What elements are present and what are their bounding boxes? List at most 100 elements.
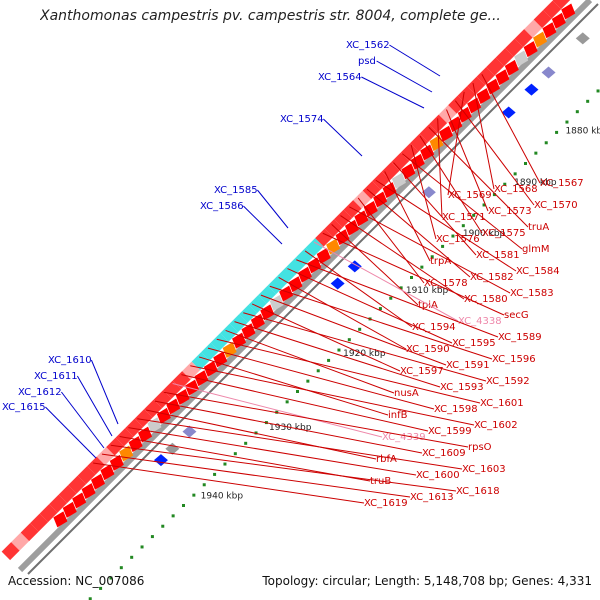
reverse-leader-line bbox=[357, 197, 425, 284]
cds-reverse-arrow bbox=[213, 351, 228, 368]
reverse-leader-line bbox=[234, 321, 441, 388]
tick-dot bbox=[337, 348, 341, 352]
reverse-gene-label: XC_1591 bbox=[446, 360, 490, 371]
reverse-gene-label: XC_1576 bbox=[436, 234, 480, 245]
reverse-gene-label: rpsO bbox=[468, 442, 492, 453]
reverse-leader-line bbox=[137, 418, 463, 470]
reverse-leader-line bbox=[278, 276, 407, 350]
reverse-leader-line bbox=[269, 285, 493, 360]
reverse-leader-line bbox=[340, 215, 465, 300]
tick-dot bbox=[181, 503, 185, 507]
gc-segment bbox=[239, 304, 258, 323]
forward-leader-line bbox=[323, 118, 363, 157]
tick-dot bbox=[565, 120, 569, 124]
tick-dot bbox=[192, 493, 196, 497]
cds-reverse-arrow bbox=[561, 3, 576, 20]
reverse-gene-label: trpA bbox=[430, 256, 451, 267]
cds-reverse-arrow bbox=[335, 229, 350, 246]
scale-tick-label: 1940 kbp bbox=[201, 491, 244, 501]
reverse-gene-label: XC_1602 bbox=[474, 420, 518, 431]
reverse-leader-line bbox=[419, 135, 483, 234]
tick-dot bbox=[523, 161, 527, 165]
cds-forward-arrow bbox=[421, 186, 436, 199]
gc-segment bbox=[362, 181, 381, 200]
gc-segment bbox=[144, 399, 163, 418]
gc-segment bbox=[248, 295, 267, 314]
reverse-gene-label: XC_1584 bbox=[516, 266, 560, 277]
tick-dot bbox=[461, 224, 465, 228]
reverse-leader-line bbox=[154, 400, 423, 454]
reverse-gene-label: XC_1570 bbox=[534, 200, 578, 211]
cds-reverse-arrow bbox=[420, 144, 435, 161]
cds-reverse-arrow bbox=[391, 172, 406, 189]
forward-gene-label: XC_1564 bbox=[318, 72, 362, 83]
reverse-gene-label: XC_1575 bbox=[482, 228, 526, 239]
cds-reverse-arrow bbox=[542, 22, 557, 39]
reverse-gene-label: XC_1581 bbox=[476, 250, 520, 261]
tick-dot bbox=[409, 275, 413, 279]
reverse-leader-line bbox=[145, 409, 377, 460]
tick-dot bbox=[202, 483, 206, 487]
reverse-gene-label: XC_1598 bbox=[434, 404, 478, 415]
gc-segment bbox=[324, 219, 343, 238]
tick-dot bbox=[99, 586, 103, 590]
gc-segment bbox=[191, 352, 210, 371]
tick-dot bbox=[109, 576, 113, 580]
reverse-gene-label: XC_1597 bbox=[400, 366, 444, 377]
forward-leader-line bbox=[61, 391, 105, 449]
reverse-leader-line bbox=[110, 444, 457, 492]
gc-segment bbox=[448, 95, 467, 114]
tick-dot bbox=[285, 400, 289, 404]
gc-segment bbox=[182, 361, 201, 380]
reverse-leader-line bbox=[216, 338, 481, 404]
cds-reverse-arrow bbox=[175, 389, 190, 406]
reverse-leader-line bbox=[313, 241, 459, 322]
tick-dot bbox=[223, 462, 227, 466]
cds-reverse-arrow bbox=[269, 294, 284, 311]
tick-dot bbox=[586, 99, 590, 103]
cds-reverse-arrow bbox=[90, 473, 105, 490]
reverse-leader-line bbox=[472, 82, 495, 190]
cds-reverse-arrow bbox=[495, 69, 510, 86]
forward-gene-label: XC_1585 bbox=[214, 185, 258, 196]
cds-reverse-arrow bbox=[53, 511, 68, 528]
tick-dot bbox=[306, 379, 310, 383]
gc-segment bbox=[277, 266, 296, 285]
gc-segment bbox=[39, 504, 58, 523]
reverse-gene-label: XC_1603 bbox=[462, 464, 506, 475]
reverse-gene-label: glmM bbox=[522, 244, 550, 255]
tick-dot bbox=[244, 441, 248, 445]
reverse-leader-line bbox=[304, 250, 413, 328]
tick-dot bbox=[171, 514, 175, 518]
tick-dot bbox=[596, 89, 600, 93]
forward-leader-line bbox=[243, 205, 283, 245]
cds-reverse-arrow bbox=[514, 50, 529, 67]
cds-reverse-arrow bbox=[194, 370, 209, 387]
gc-segment bbox=[11, 532, 30, 551]
reverse-gene-label: XC_1619 bbox=[364, 498, 408, 509]
reverse-gene-label: XC_1601 bbox=[480, 398, 524, 409]
gc-segment bbox=[533, 10, 552, 29]
reverse-leader-line bbox=[243, 312, 487, 382]
reverse-leader-line bbox=[181, 374, 429, 432]
tick-dot bbox=[534, 151, 538, 155]
reverse-gene-label: rbfA bbox=[376, 454, 397, 465]
gc-segment bbox=[163, 380, 182, 399]
gc-segment bbox=[77, 466, 96, 485]
cds-forward-arrow bbox=[541, 66, 556, 79]
tick-dot bbox=[544, 141, 548, 145]
gc-skew-track bbox=[1, 0, 571, 561]
reverse-gene-label: secG bbox=[504, 310, 529, 321]
reverse-gene-label: XC_1589 bbox=[498, 332, 542, 343]
reverse-gene-label: XC_1573 bbox=[488, 206, 532, 217]
tick-dot bbox=[492, 193, 496, 197]
reverse-gene-label: XC_4339 bbox=[382, 432, 426, 443]
forward-leader-line bbox=[90, 359, 119, 425]
tick-dot bbox=[213, 472, 217, 476]
gc-segment bbox=[543, 0, 562, 19]
tick-dot bbox=[150, 535, 154, 539]
gc-segment bbox=[68, 475, 87, 494]
forward-gene-label: XC_1615 bbox=[2, 402, 46, 413]
cds-forward-arrow bbox=[501, 106, 516, 119]
